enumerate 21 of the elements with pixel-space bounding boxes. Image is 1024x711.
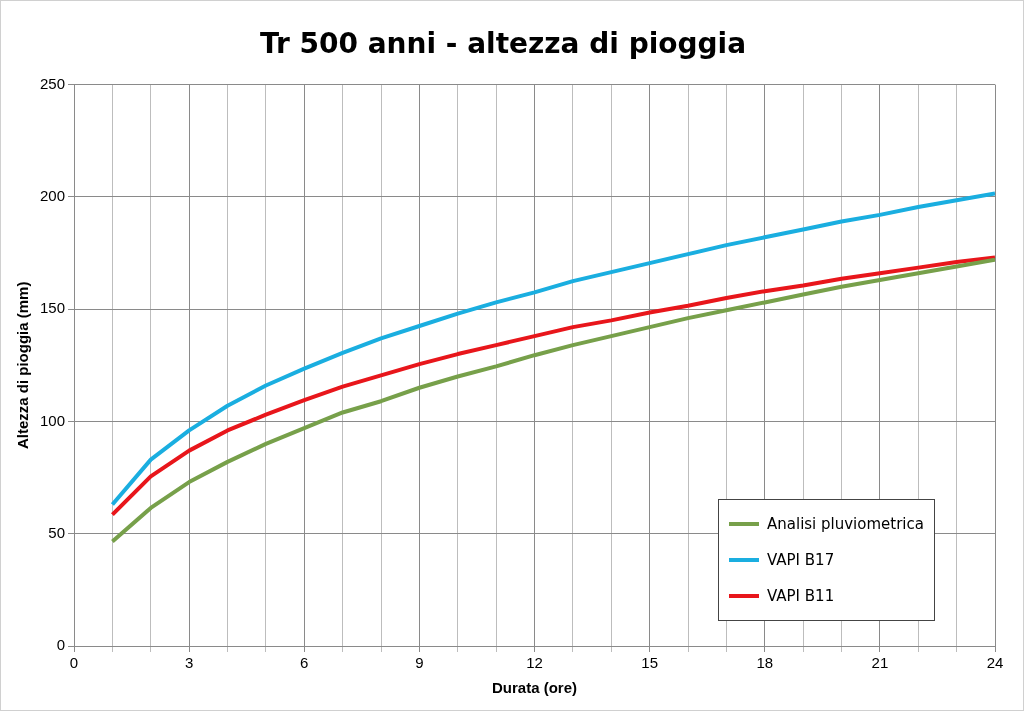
x-tick-label: 24 bbox=[986, 654, 1004, 672]
legend-label: VAPI B17 bbox=[767, 551, 835, 569]
y-tick-label: 100 bbox=[40, 411, 66, 429]
x-tick-label: 15 bbox=[641, 654, 658, 672]
x-tick-label: 21 bbox=[871, 654, 889, 672]
y-tick-label: 200 bbox=[40, 187, 66, 205]
x-tick-label: 3 bbox=[184, 654, 194, 672]
y-tick-label: 0 bbox=[56, 636, 66, 654]
y-tick-label: 50 bbox=[48, 523, 66, 541]
x-tick-label: 0 bbox=[69, 654, 79, 672]
y-tick-label: 150 bbox=[40, 299, 66, 317]
y-axis-title: Altezza di pioggia (mm) bbox=[14, 281, 32, 450]
legend-label: VAPI B11 bbox=[767, 587, 835, 605]
x-tick-label: 12 bbox=[526, 654, 543, 672]
y-tick-label: 250 bbox=[40, 74, 66, 92]
legend-label: Analisi pluviometrica bbox=[767, 515, 924, 533]
x-tick-label: 9 bbox=[415, 654, 424, 672]
x-tick-label: 18 bbox=[756, 654, 774, 672]
chart-title: Tr 500 anni - altezza di pioggia bbox=[259, 27, 747, 61]
x-axis-title: Durata (ore) bbox=[492, 679, 578, 697]
x-tick-label: 6 bbox=[300, 654, 309, 672]
